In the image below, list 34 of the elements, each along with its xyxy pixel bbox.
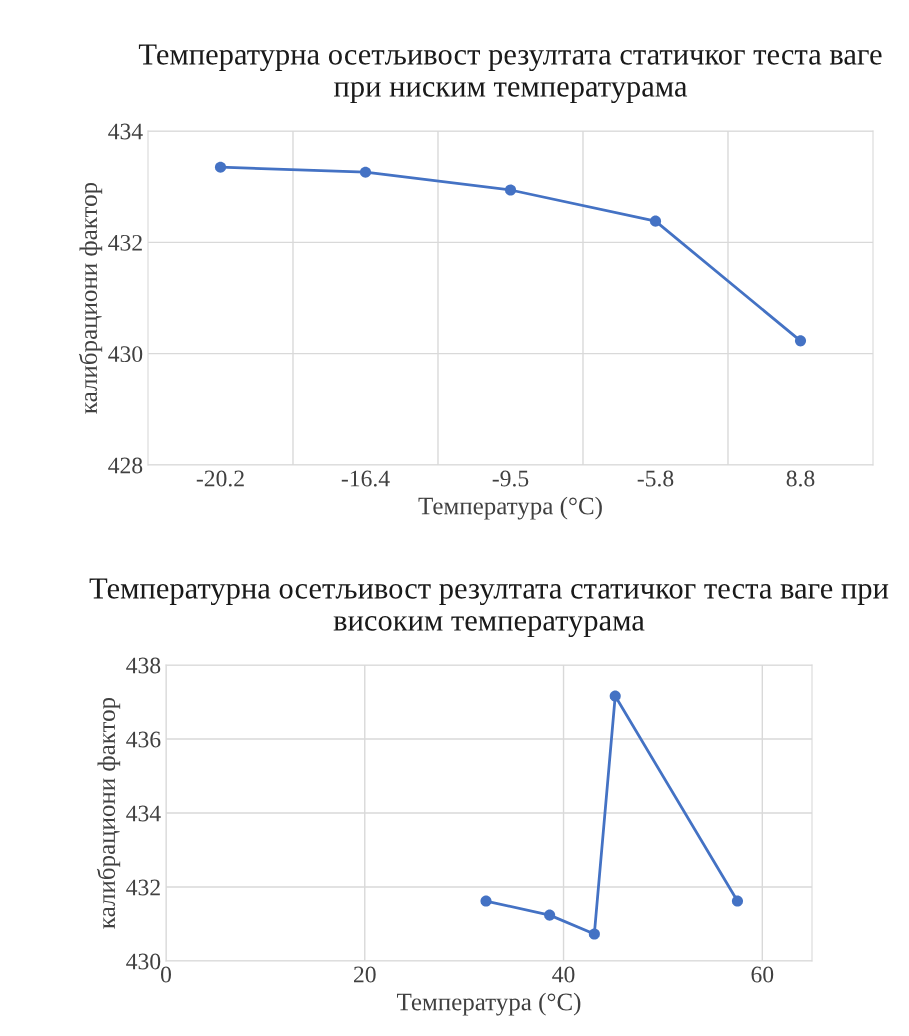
x-tick-label: -16.4 <box>341 470 390 487</box>
y-tick-label: 430 <box>108 346 143 363</box>
y-axis-title: калибрациони фактор <box>78 182 103 414</box>
x-tick-label: 0 <box>161 966 171 983</box>
point <box>214 161 227 173</box>
y-axis-title: калибрациони фактор <box>96 697 121 929</box>
x-tick-label: -20.2 <box>196 470 244 487</box>
y-tick-label: 430 <box>126 953 161 970</box>
point <box>480 895 492 907</box>
chart-title: Температурна осетљивост резултата статичког теста ваге при високим температурама <box>89 578 889 638</box>
y-tick-label: 432 <box>108 234 142 251</box>
point <box>588 928 600 940</box>
point <box>731 895 744 907</box>
y-tick-label: 428 <box>108 457 143 474</box>
point <box>609 690 621 702</box>
y-tick-label: 434 <box>126 805 161 822</box>
y-tick-label: 434 <box>108 123 143 140</box>
chart-title: Температурна осетљивост резултата статичког теста ваге при ниским температурама <box>138 44 882 104</box>
x-tick-label: 40 <box>552 966 575 983</box>
x-tick-label: 20 <box>354 966 376 983</box>
x-tick-label: 8.8 <box>786 470 815 487</box>
x-tick-label: -5.8 <box>637 470 674 487</box>
x-tick-label: -9.5 <box>492 470 529 487</box>
x-axis-title: Температура (°C) <box>396 992 581 1016</box>
point <box>504 184 517 196</box>
x-tick-label: 60 <box>751 966 774 983</box>
point <box>794 335 807 347</box>
y-tick-label: 436 <box>126 731 161 748</box>
y-tick-label: 438 <box>126 657 161 674</box>
y-tick-label: 432 <box>126 879 160 896</box>
point <box>359 166 372 178</box>
point <box>544 909 556 921</box>
point <box>649 215 662 227</box>
x-axis-title: Температура (°C) <box>418 496 602 520</box>
